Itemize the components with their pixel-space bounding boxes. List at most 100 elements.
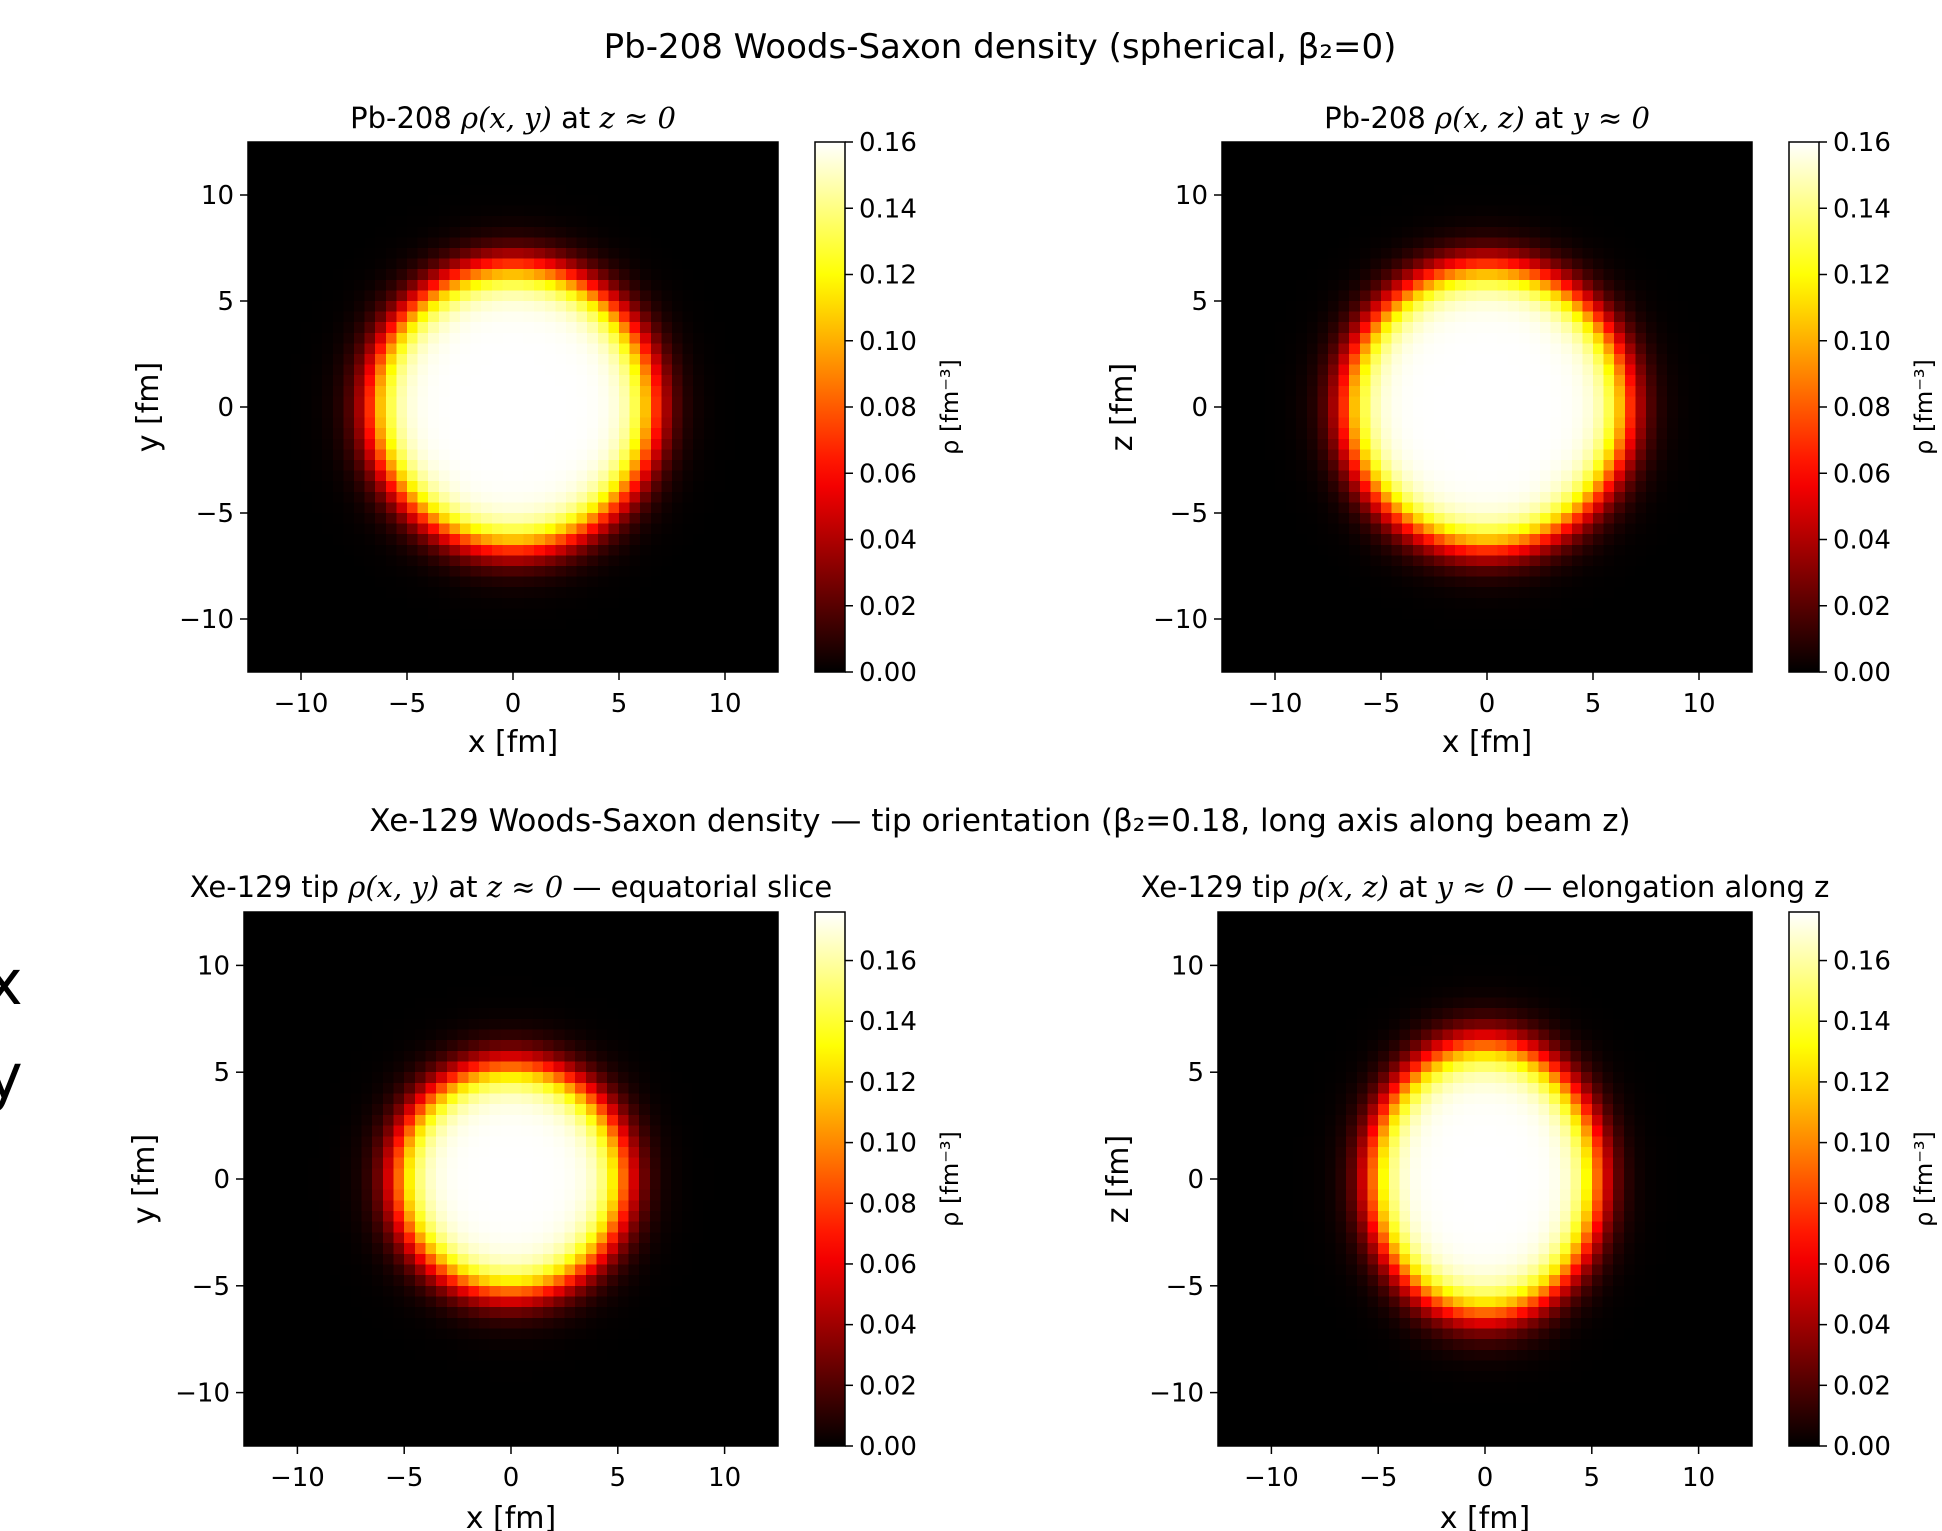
heatmap-cell	[1349, 587, 1361, 599]
heatmap-cell	[693, 152, 705, 164]
heatmap-cell	[1709, 248, 1721, 260]
heatmap-cell	[1699, 566, 1711, 578]
heatmap-cell	[523, 428, 535, 440]
heatmap-cell	[1582, 576, 1594, 588]
heatmap-cell	[279, 375, 291, 387]
heatmap-cell	[1593, 216, 1605, 228]
heatmap-cell	[1465, 226, 1477, 238]
heatmap-cell	[1550, 407, 1562, 419]
heatmap-cell	[258, 248, 270, 260]
heatmap-cell	[269, 491, 281, 503]
heatmap-cell	[587, 587, 599, 599]
heatmap-cell	[534, 301, 546, 313]
heatmap-cell	[672, 226, 684, 238]
heatmap-cell	[332, 142, 344, 154]
heatmap-cell	[364, 470, 376, 482]
heatmap-cell	[767, 237, 779, 249]
heatmap-cell	[1455, 311, 1467, 323]
heatmap-cell	[449, 269, 461, 281]
heatmap-cell	[311, 481, 323, 493]
heatmap-cell	[746, 502, 758, 514]
heatmap-cell	[1476, 269, 1488, 281]
heatmap-cell	[1656, 279, 1668, 291]
heatmap-cell	[682, 184, 694, 196]
heatmap-cell	[1381, 619, 1393, 631]
heatmap-cell	[513, 576, 525, 588]
heatmap-cell	[682, 513, 694, 525]
heatmap-cell	[1688, 354, 1700, 366]
heatmap-cell	[311, 460, 323, 472]
heatmap-cell	[1328, 332, 1340, 344]
heatmap-cell	[1402, 184, 1414, 196]
heatmap-cell	[1561, 184, 1573, 196]
heatmap-cell	[1317, 258, 1329, 270]
heatmap-cell	[1508, 354, 1520, 366]
heatmap-cell	[396, 513, 408, 525]
heatmap-cell	[1275, 428, 1287, 440]
heatmap-cell	[1487, 428, 1499, 440]
heatmap-cell	[1328, 491, 1340, 503]
heatmap-cell	[1571, 438, 1583, 450]
heatmap-cell	[1497, 216, 1509, 228]
heatmap-cell	[1264, 184, 1276, 196]
heatmap-cell	[1434, 619, 1446, 631]
heatmap-cell	[661, 375, 673, 387]
heatmap-cell	[258, 184, 270, 196]
heatmap-cell	[258, 332, 270, 344]
heatmap-cell	[1465, 301, 1477, 313]
heatmap-cell	[1593, 470, 1605, 482]
heatmap-cell	[1688, 385, 1700, 397]
heatmap-cell	[597, 396, 609, 408]
heatmap-cell	[1667, 619, 1679, 631]
heatmap-cell	[1370, 619, 1382, 631]
heatmap-cell	[481, 481, 493, 493]
heatmap-cell	[407, 460, 419, 472]
heatmap-cell	[1529, 523, 1541, 535]
heatmap-cell	[746, 576, 758, 588]
heatmap-cell	[438, 566, 450, 578]
heatmap-cell	[1656, 407, 1668, 419]
heatmap-cell	[682, 332, 694, 344]
heatmap-cell	[1646, 279, 1658, 291]
heatmap-cell	[566, 237, 578, 249]
heatmap-cell	[1720, 311, 1732, 323]
heatmap-cell	[1508, 576, 1520, 588]
heatmap-cell	[1391, 364, 1403, 376]
heatmap-cell	[502, 152, 514, 164]
heatmap-cell	[1476, 216, 1488, 228]
heatmap-cell	[1243, 449, 1255, 461]
heatmap-cell	[301, 248, 313, 260]
heatmap-cell	[438, 407, 450, 419]
heatmap-cell	[1232, 152, 1244, 164]
heatmap-cell	[1381, 385, 1393, 397]
heatmap-cell	[1465, 417, 1477, 429]
heatmap-cell	[619, 449, 631, 461]
heatmap-cell	[481, 566, 493, 578]
heatmap-cell	[491, 481, 503, 493]
heatmap-cell	[1614, 470, 1626, 482]
heatmap-cell	[597, 417, 609, 429]
heatmap-cell	[746, 332, 758, 344]
heatmap-cell	[756, 237, 768, 249]
heatmap-cell	[523, 566, 535, 578]
heatmap-cell	[767, 534, 779, 546]
heatmap-cell	[746, 534, 758, 546]
heatmap-cell	[1550, 163, 1562, 175]
heatmap-cell	[354, 332, 366, 344]
heatmap-cell	[354, 502, 366, 514]
heatmap-cell	[1550, 502, 1562, 514]
heatmap-cell	[1518, 523, 1530, 535]
heatmap-cell	[460, 438, 472, 450]
heatmap-cell	[1359, 460, 1371, 472]
heatmap-cell	[1699, 237, 1711, 249]
heatmap-cell	[756, 248, 768, 260]
heatmap-cell	[1338, 173, 1350, 185]
heatmap-cell	[1677, 428, 1689, 440]
y-tick-label: 5	[217, 287, 234, 317]
heatmap-cell	[301, 608, 313, 620]
heatmap-cell	[354, 470, 366, 482]
heatmap-cell	[703, 566, 715, 578]
heatmap-cell	[1730, 226, 1742, 238]
heatmap-cell	[417, 343, 429, 355]
heatmap-cell	[1328, 640, 1340, 652]
